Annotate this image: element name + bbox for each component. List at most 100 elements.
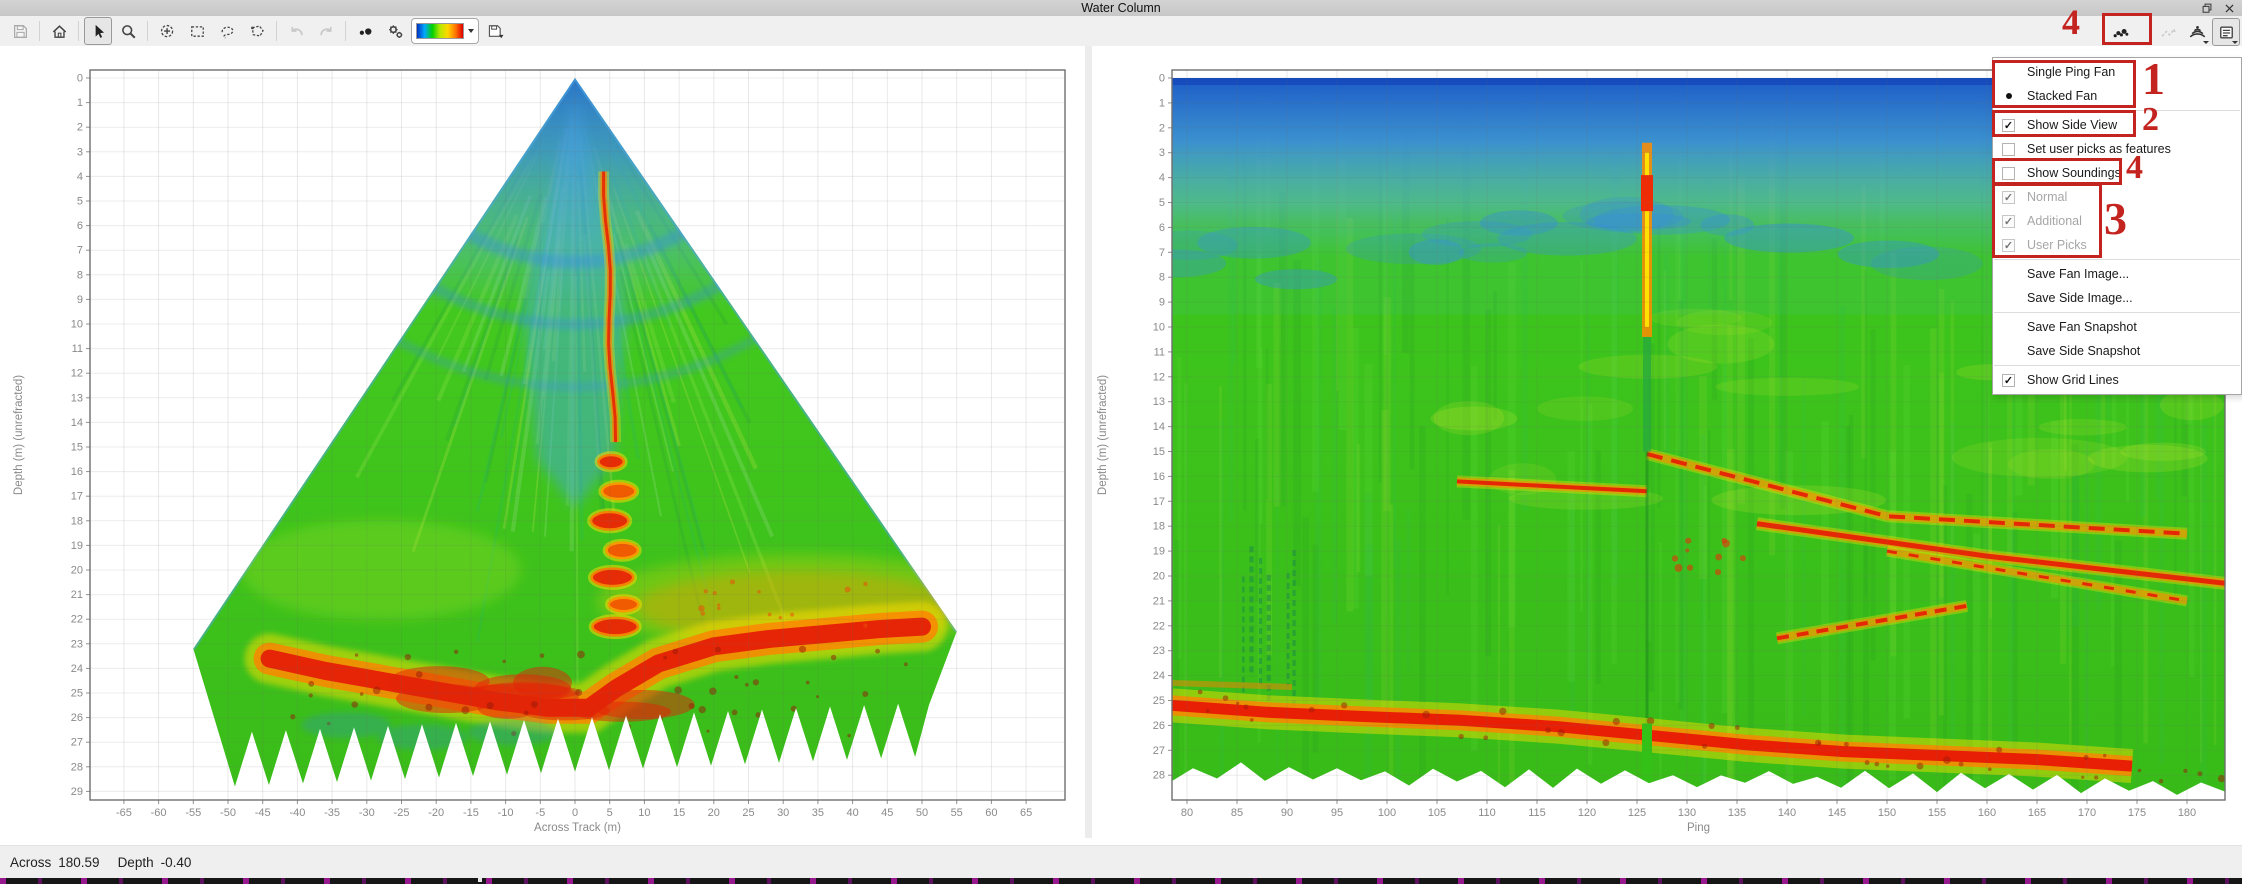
y-tick-label: 3: [1159, 147, 1165, 159]
home-icon: [52, 24, 66, 38]
x-tick-label: -50: [220, 807, 236, 819]
menu-item-single-ping-fan[interactable]: Single Ping Fan: [1993, 60, 2241, 84]
y-tick-label: 22: [71, 614, 83, 626]
status-across-label: Across: [10, 854, 52, 870]
close-icon: [2224, 3, 2234, 13]
home-button[interactable]: [45, 17, 73, 45]
soundings-icon: [2113, 28, 2128, 37]
x-tick-label: 115: [1528, 807, 1546, 819]
x-tick-label: 170: [2078, 807, 2096, 819]
x-tick-label: -20: [428, 807, 444, 819]
y-tick-label: 28: [1153, 770, 1165, 782]
undo-button[interactable]: [282, 17, 310, 45]
screen-bottom-strip: [0, 878, 2242, 884]
y-tick-label: 1: [77, 97, 83, 109]
toolbar: [0, 16, 2242, 47]
x-tick-label: 45: [881, 807, 893, 819]
menu-item-save-side-snapshot[interactable]: Save Side Snapshot: [1993, 339, 2241, 363]
menu-item-show-soundings[interactable]: Show Soundings: [1993, 161, 2241, 185]
save-image-button[interactable]: [481, 17, 509, 45]
menu-item-show-grid-lines[interactable]: ✓ Show Grid Lines: [1993, 368, 2241, 392]
menu-item-stacked-fan[interactable]: Stacked Fan: [1993, 84, 2241, 108]
features-button[interactable]: [2154, 18, 2182, 46]
ping-markers-button[interactable]: [351, 17, 379, 45]
checkbox-mark: ✓: [2000, 238, 2017, 252]
toolbar-separator: [147, 21, 148, 41]
close-button[interactable]: [2218, 0, 2240, 16]
select-cursor-button[interactable]: [84, 17, 112, 45]
redo-button[interactable]: [312, 17, 340, 45]
y-tick-label: 15: [1153, 446, 1165, 458]
polygon-select-icon: [250, 24, 264, 37]
y-tick-label: 27: [71, 737, 83, 749]
lasso-select-icon: [221, 26, 233, 39]
y-tick-label: 1: [1159, 97, 1165, 109]
menu-item-save-fan-snapshot[interactable]: Save Fan Snapshot: [1993, 315, 2241, 339]
fan-chart[interactable]: -65 -60 -55 -50 -45 -40 -35 -30 -25 -20 -15 -10 -5 0 5…: [0, 46, 1085, 838]
settings-button[interactable]: [381, 17, 409, 45]
x-tick-label: 95: [1331, 807, 1343, 819]
x-tick-label: 100: [1378, 807, 1396, 819]
zoom-area-button[interactable]: [153, 17, 181, 45]
zoom-button[interactable]: [114, 17, 142, 45]
status-across-value: 180.59: [58, 854, 100, 870]
menu-item-label: Stacked Fan: [2027, 89, 2098, 103]
fan-view-pane[interactable]: -65 -60 -55 -50 -45 -40 -35 -30 -25 -20 -15 -10 -5 0 5…: [0, 46, 1085, 838]
menu-item-save-side-image[interactable]: Save Side Image...: [1993, 286, 2241, 310]
menu-item-show-side-view[interactable]: ✓ Show Side View: [1993, 113, 2241, 137]
save-image-icon: [488, 24, 503, 38]
side-view-menu-button[interactable]: [2212, 18, 2240, 46]
x-tick-label: 160: [1978, 807, 1996, 819]
colormap-select[interactable]: [411, 18, 479, 44]
y-tick-label: 21: [1153, 595, 1165, 607]
side-chart[interactable]: 80 85 90 95 100 105 110 115 120 125 130 135 140 145 15…: [1092, 46, 2242, 838]
fan-sonar-image: [193, 78, 957, 787]
toolbar-left-group: [6, 16, 509, 46]
x-tick-label: 180: [2178, 807, 2196, 819]
pane-divider[interactable]: [1085, 46, 1092, 838]
rectangle-select-button[interactable]: [183, 17, 211, 45]
fan-view-menu-button[interactable]: [2183, 18, 2211, 46]
y-tick-label: 6: [1159, 222, 1165, 234]
x-tick-label: 15: [673, 807, 685, 819]
redo-icon: [319, 26, 332, 35]
menu-separator-line: [1994, 259, 2240, 260]
y-axis-label: Depth (m) (unrefracted): [13, 375, 25, 495]
x-tick-label: 30: [777, 807, 789, 819]
y-tick-label: 27: [1153, 745, 1165, 757]
x-tick-label: 50: [916, 807, 928, 819]
checkbox-mark: ✓: [2000, 118, 2017, 132]
side-view-pane[interactable]: 80 85 90 95 100 105 110 115 120 125 130 135 140 145 15…: [1092, 46, 2242, 838]
menu-separator: [1993, 310, 2241, 315]
menu-item-set-user-picks-as-features[interactable]: Set user picks as features: [1993, 137, 2241, 161]
y-tick-label: 4: [1159, 172, 1165, 184]
menu-item-label: Save Side Snapshot: [2027, 344, 2141, 358]
lasso-select-button[interactable]: [213, 17, 241, 45]
x-tick-label: 60: [985, 807, 997, 819]
y-tick-label: 16: [1153, 471, 1165, 483]
y-tick-label: 12: [71, 368, 83, 380]
polygon-select-button[interactable]: [243, 17, 271, 45]
menu-item-label: Show Grid Lines: [2027, 373, 2119, 387]
menu-item-user-picks[interactable]: ✓ User Picks: [1993, 233, 2241, 257]
menu-item-additional[interactable]: ✓ Additional: [1993, 209, 2241, 233]
y-tick-label: 18: [1153, 521, 1165, 533]
menu-item-normal[interactable]: ✓ Normal: [1993, 185, 2241, 209]
restore-icon: [2202, 3, 2211, 13]
y-tick-label: 13: [1153, 396, 1165, 408]
x-tick-label: -10: [498, 807, 514, 819]
fan-view-icon: [2189, 25, 2205, 37]
save-button[interactable]: [6, 17, 34, 45]
y-tick-label: 9: [77, 294, 83, 306]
menu-item-save-fan-image[interactable]: Save Fan Image...: [1993, 262, 2241, 286]
x-tick-label: 80: [1181, 807, 1193, 819]
titlebar[interactable]: Water Column: [0, 0, 2242, 17]
y-tick-label: 7: [1159, 247, 1165, 259]
status-text: Across 180.59 Depth -0.40: [0, 846, 2242, 878]
checkbox-mark: ✓: [2000, 190, 2017, 204]
y-tick-label: 10: [1153, 322, 1165, 334]
soundings-menu-button[interactable]: [2106, 18, 2134, 46]
chevron-down-icon: [468, 29, 474, 33]
x-tick-label: -40: [289, 807, 305, 819]
restore-button[interactable]: [2196, 0, 2218, 16]
